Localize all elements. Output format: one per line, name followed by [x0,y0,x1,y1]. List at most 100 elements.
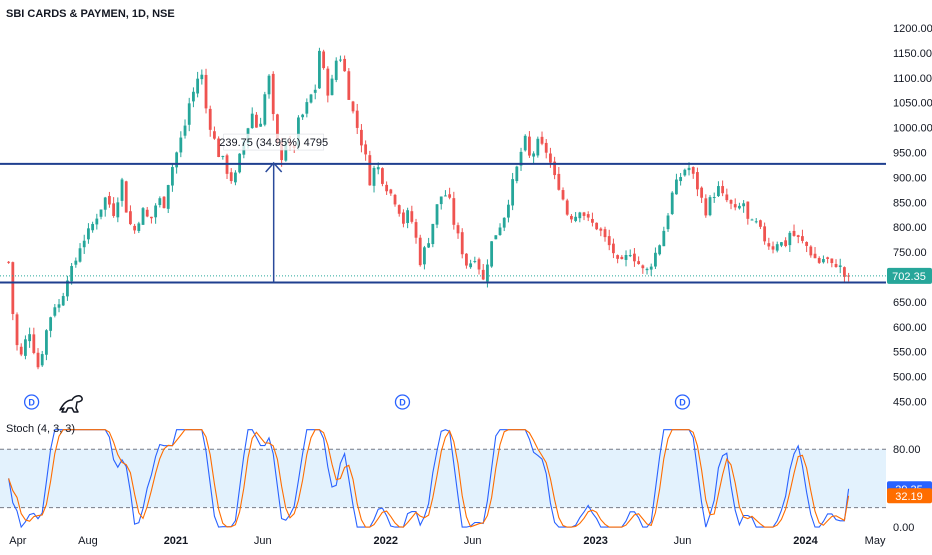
candle-body [217,138,221,158]
candle-body [284,141,288,161]
candle-body [620,256,624,260]
price-tick-label: 750.00 [893,247,927,259]
candle-body [691,167,695,174]
candle-body [309,94,313,103]
x-tick-label: May [865,535,886,547]
candle-body [612,243,615,254]
candle-body [15,314,19,346]
candle-body [645,268,649,271]
candle-body [801,236,804,241]
candle-body [402,212,405,224]
candle-body [570,215,573,220]
candle-body [549,153,552,163]
candle-body [343,58,347,72]
candle-body [318,50,321,89]
dividend-marker-label: D [399,398,406,408]
candle-body [124,181,128,213]
candle-body [271,73,275,115]
candle-body [843,267,846,277]
candle-body [759,220,762,227]
candle-body [431,223,435,245]
candle-body [305,102,309,114]
dividend-marker[interactable] [23,394,40,410]
candle-body [826,257,830,259]
candle-body [607,236,611,246]
candle-body [427,243,431,248]
candle-body [687,167,691,171]
candle-body [103,197,107,210]
candle-body [108,196,111,205]
candle-body [145,209,149,217]
candle-body [490,241,494,267]
candle-body [729,199,733,204]
price-tick-label: 900.00 [893,172,927,184]
candle-body [397,205,401,214]
candle-body [196,78,200,94]
candle-body [179,137,183,153]
candle-body [704,198,708,216]
candle-body [276,114,279,143]
candle-body [444,195,447,197]
candle-body [192,91,195,102]
candle-body [171,167,174,186]
candle-body [519,151,523,166]
price-tick-label: 1050.00 [893,98,932,110]
dividend-marker-label: D [679,398,686,408]
candle-body [414,222,418,238]
candle-body [574,216,578,221]
candle-body [553,161,557,176]
dividend-marker[interactable] [674,394,691,410]
candle-body [696,172,699,190]
candle-body [469,263,473,268]
candle-body [116,202,120,218]
candle-body [129,211,132,225]
candle-body [208,108,212,130]
candle-body [666,215,670,230]
x-tick-label: Jun [254,535,272,547]
candle-body [721,186,725,194]
candle-body [435,204,439,225]
candle-body [603,229,607,238]
candle-body [166,185,170,209]
candle-body [339,59,342,61]
x-tick-label: 2022 [374,535,398,547]
candle-body [28,334,32,342]
candle-body [586,214,590,218]
x-tick-label: 2023 [583,535,607,547]
dividend-marker[interactable] [394,394,411,410]
candle-body [784,240,788,246]
candle-body [465,253,468,266]
candle-body [150,216,153,219]
candle-body [423,247,426,265]
candle-body [494,235,498,240]
candle-body [267,75,271,95]
candle-body [313,89,317,93]
candle-body [95,218,99,225]
stoch-band-layer [0,448,886,509]
candle-body [658,245,662,255]
x-tick-label: 2024 [793,535,818,547]
candle-body [742,203,746,207]
candle-body [61,296,65,306]
candle-body [662,230,666,247]
chart-title: SBI CARDS & PAYMEN, 1D, NSE [6,8,175,20]
candle-body [771,246,775,250]
price-tick-label: 1200.00 [893,23,932,35]
candle-body [99,209,103,217]
price-tick-label: 650.00 [893,297,927,309]
candle-body [334,60,338,80]
candle-body [263,94,267,125]
candle-body [847,275,851,277]
candle-body [511,179,515,206]
candle-body [213,131,216,139]
candle-body [204,74,208,109]
candle-body [763,226,767,242]
price-tick-label: 600.00 [893,322,927,334]
candle-body [376,167,380,170]
candle-body [112,203,116,216]
candle-body [477,259,481,270]
candle-body [229,172,233,182]
candle-body [502,217,506,228]
candle-body [70,266,74,282]
